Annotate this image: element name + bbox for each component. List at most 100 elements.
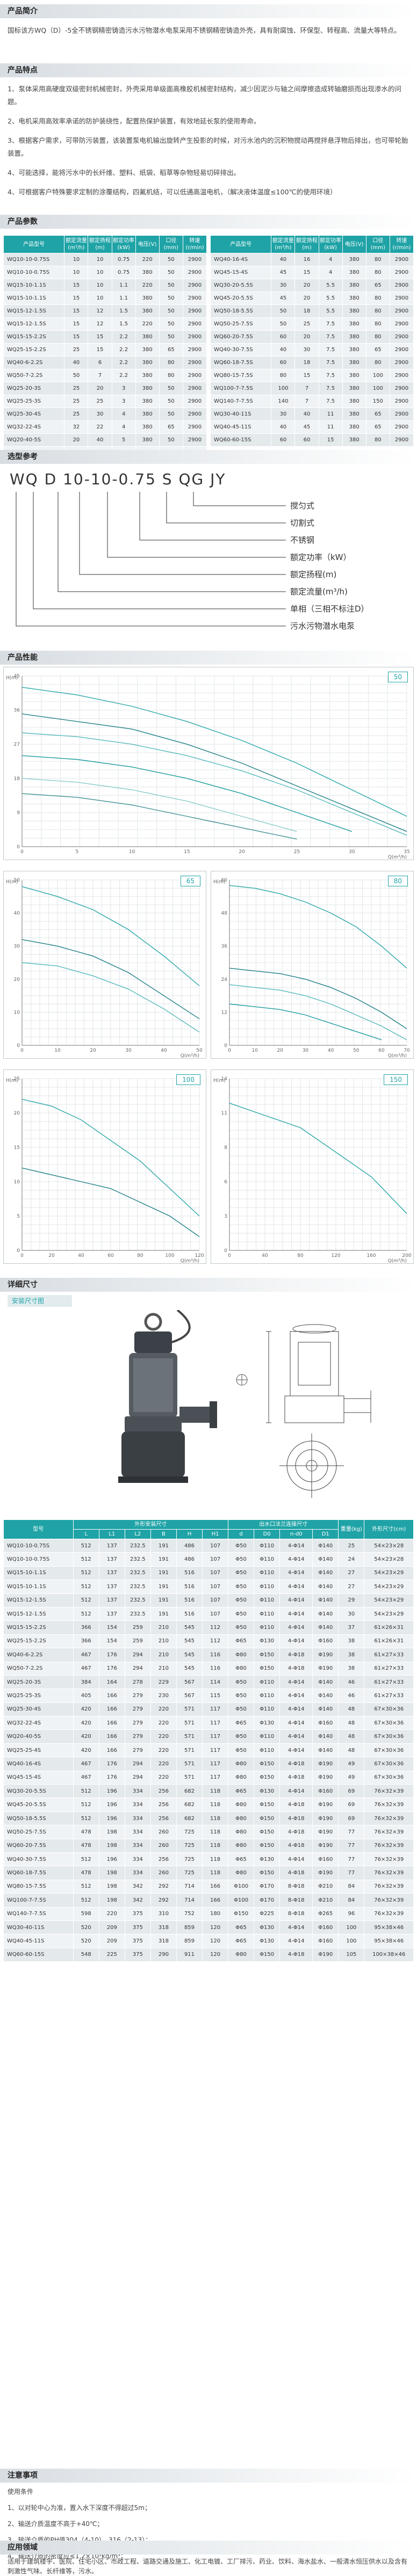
table-cell: 380: [342, 420, 366, 434]
y-tick-label: 5: [17, 1214, 20, 1219]
table-cell: 520: [73, 1920, 99, 1935]
table-cell: 1.1: [111, 292, 136, 305]
table-cell: Φ190: [312, 1661, 339, 1676]
x-axis-label: Q(m³/h): [181, 1053, 199, 1059]
x-tick-label: 0: [20, 1048, 24, 1053]
table-cell: 4-Φ18: [279, 1648, 313, 1662]
table-row: WQ50-7-2.2S 50 7 2.2 380 80 2900: [3, 369, 207, 382]
table-cell: 478: [73, 1838, 99, 1853]
col-header: 额定功率(kW): [111, 235, 136, 253]
table-cell: Φ110: [254, 1593, 281, 1607]
features-list: 1、泵体采用高硬度双级密封机械密封，外壳采用单级面高橡胶机械密封结构，减少因泥沙…: [0, 79, 417, 202]
table-row: WQ60-20-7.5S 60 20 7.5 380 80 2900: [210, 330, 414, 344]
model-cell: WQ40-6-2.2S: [3, 1648, 74, 1662]
table-cell: 545: [176, 1634, 203, 1649]
model-cell: WQ15-12-1.5S: [3, 1593, 74, 1607]
table-cell: 30: [294, 343, 319, 356]
table-cell: 30: [338, 1606, 365, 1621]
table-cell: 210: [150, 1648, 177, 1662]
table-cell: 80: [365, 304, 390, 318]
table-cell: 229: [150, 1675, 177, 1690]
table-cell: 76×32×39: [364, 1825, 414, 1839]
table-cell: 545: [176, 1648, 203, 1662]
table-cell: 294: [124, 1770, 151, 1785]
table-cell: 4-Φ18: [279, 1770, 313, 1785]
table-cell: 25: [338, 1538, 365, 1553]
table-cell: 220: [150, 1757, 177, 1771]
table-row: WQ25-25-4S 420 166 279 220 571 117 Φ50 Φ110 4-Φ14…: [3, 1743, 414, 1758]
table-cell: 80: [365, 266, 390, 279]
table-cell: 232.5: [124, 1538, 151, 1553]
params-table-right: 产品型号 额定流量(m³/h) 额定扬程(m) 额定功率(kW) 电压(V) 口…: [210, 235, 414, 460]
table-cell: Φ110: [254, 1689, 281, 1703]
table-cell: 467: [73, 1757, 99, 1771]
col-header: 电压(V): [342, 235, 366, 253]
table-cell: Φ80: [228, 1838, 255, 1853]
table-cell: 25: [64, 382, 89, 395]
table-cell: 54×23×29: [364, 1606, 414, 1621]
col-header: 额定流量(m³/h): [271, 235, 296, 253]
table-cell: 77: [338, 1838, 365, 1853]
section-title-model-code: 选型参考: [0, 450, 417, 464]
table-cell: 7.5: [318, 395, 343, 408]
table-row: WQ25-15-2.2S 366 154 259 210 545 112 Φ65 Φ130 4-Φ…: [3, 1634, 414, 1649]
feature-item: 4、可能选择，能将污水中的长纤维、塑料、纸袋、稻草等杂物轻易切碎排出。: [8, 169, 240, 177]
series-line: [21, 1167, 200, 1237]
table-cell: Φ110: [254, 1538, 281, 1553]
table-cell: 4-Φ14: [279, 1552, 313, 1567]
chart-size-label: 50: [387, 672, 408, 682]
install-tab[interactable]: 安装尺寸图: [8, 1295, 72, 1307]
table-cell: Φ140: [312, 1729, 339, 1744]
table-cell: 15: [294, 266, 319, 279]
table-cell: 512: [73, 1552, 99, 1567]
x-axis-label: Q(m³/h): [388, 1258, 407, 1264]
table-cell: 116: [202, 1648, 229, 1662]
chart-svg: 0 12 24 36 48 60 0 10 20 30 40 50 60 70Q(m³/h) H(m): [213, 878, 410, 1059]
table-cell: 84: [338, 1879, 365, 1894]
table-cell: 191: [150, 1538, 177, 1553]
table-cell: 114: [202, 1675, 229, 1690]
table-cell: Φ140: [312, 1580, 339, 1594]
x-tick-label: 25: [294, 849, 300, 855]
table-cell: 61×27×33: [364, 1648, 414, 1662]
table-cell: 2900: [389, 330, 414, 344]
table-cell: 334: [124, 1866, 151, 1880]
table-cell: 571: [176, 1757, 203, 1771]
table-cell: 137: [98, 1593, 125, 1607]
table-cell: 7: [88, 369, 112, 382]
table-cell: 45: [271, 292, 296, 305]
table-cell: 2900: [182, 343, 207, 356]
table-cell: 682: [176, 1811, 203, 1826]
model-cell: WQ60-18-7.5S: [3, 1866, 74, 1880]
chart-size-label: 80: [387, 876, 408, 886]
table-cell: 10: [64, 266, 89, 279]
table-cell: 380: [342, 279, 366, 292]
table-cell: 420: [73, 1743, 99, 1758]
y-tick-label: 36: [14, 708, 20, 714]
table-cell: Φ50: [228, 1606, 255, 1621]
x-tick-label: 70: [404, 1048, 410, 1053]
table-row: WQ45-15-4S 467 176 294 220 571 117 Φ80 Φ150 4-Φ18…: [3, 1770, 414, 1785]
table-cell: 334: [124, 1798, 151, 1812]
table-cell: 117: [202, 1729, 229, 1744]
table-cell: 292: [150, 1879, 177, 1894]
table-cell: 100: [338, 1934, 365, 1948]
table-cell: 120: [202, 1947, 229, 1962]
table-cell: 2900: [389, 253, 414, 266]
table-cell: 118: [202, 1852, 229, 1867]
table-cell: 80: [159, 356, 183, 369]
table-cell: Φ80: [228, 1866, 255, 1880]
pump-drawing: [118, 1310, 371, 1498]
table-cell: 232.5: [124, 1566, 151, 1581]
table-cell: Φ150: [254, 1825, 281, 1839]
table-cell: Φ160: [312, 1920, 339, 1935]
table-cell: 516: [176, 1593, 203, 1607]
table-cell: 278: [124, 1675, 151, 1690]
table-cell: 2.2: [111, 330, 136, 344]
table-cell: Φ80: [228, 1825, 255, 1839]
table-cell: 4-Φ18: [279, 1947, 313, 1962]
y-tick-label: 60: [221, 878, 228, 883]
model-cell: WQ40-16-4S: [3, 1757, 74, 1771]
table-cell: 318: [150, 1920, 177, 1935]
table-cell: 512: [73, 1811, 99, 1826]
